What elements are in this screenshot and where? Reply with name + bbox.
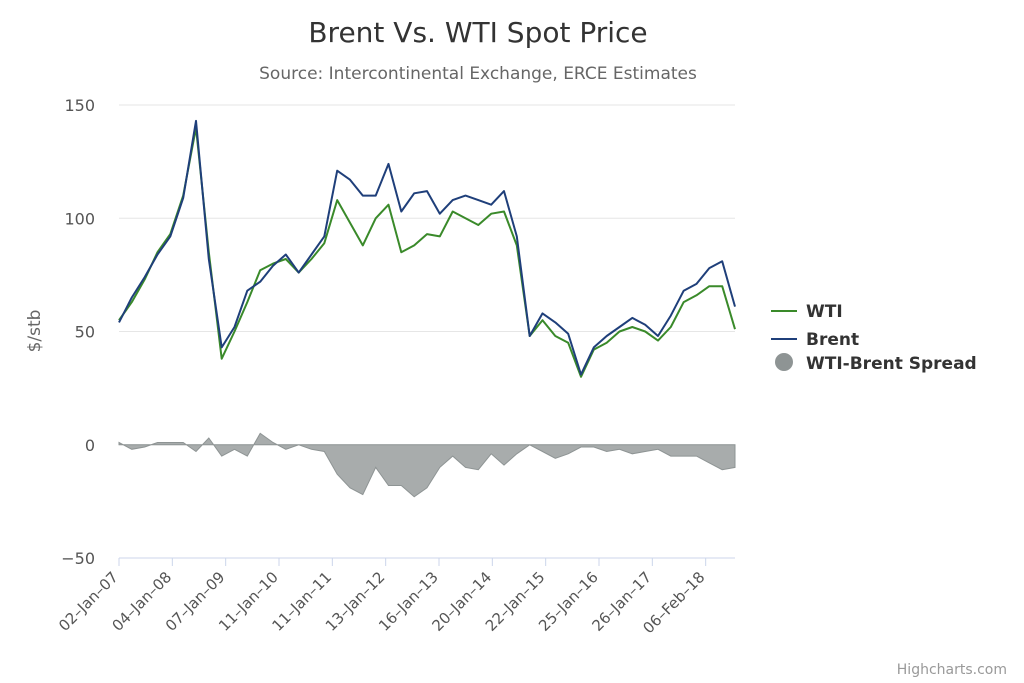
y-tick-label: −50 bbox=[61, 549, 95, 568]
legend-item-brent[interactable]: Brent bbox=[771, 330, 859, 350]
y-axis-label: $/stb bbox=[25, 310, 45, 353]
chart-subtitle: Source: Intercontinental Exchange, ERCE … bbox=[259, 64, 697, 84]
y-tick-label: 0 bbox=[85, 436, 95, 455]
legend-spread-symbol bbox=[775, 353, 793, 371]
legend-spread-label: WTI-Brent Spread bbox=[806, 354, 977, 374]
y-axis-ticks: 150 100 50 0 −50 bbox=[61, 96, 95, 568]
series-spread-area[interactable] bbox=[118, 432, 736, 498]
series-brent-line[interactable] bbox=[118, 119, 736, 376]
y-tick-label: 100 bbox=[64, 209, 95, 228]
x-axis-ticks: 02–Jan–0704–Jan–0807–Jan–0911–Jan–1011–J… bbox=[55, 558, 708, 637]
plot-series bbox=[118, 119, 736, 498]
chart-title: Brent Vs. WTI Spot Price bbox=[308, 16, 647, 49]
y-tick-label: 150 bbox=[64, 96, 95, 115]
legend-wti-label: WTI bbox=[806, 302, 843, 322]
credits-link[interactable]: Highcharts.com bbox=[897, 662, 1007, 678]
legend-brent-label: Brent bbox=[806, 330, 859, 350]
legend: WTI Brent WTI-Brent Spread bbox=[771, 302, 977, 374]
series-wti-line[interactable] bbox=[118, 126, 736, 378]
y-tick-label: 50 bbox=[75, 323, 95, 342]
legend-item-wti[interactable]: WTI bbox=[771, 302, 843, 322]
legend-item-spread[interactable]: WTI-Brent Spread bbox=[775, 353, 977, 374]
